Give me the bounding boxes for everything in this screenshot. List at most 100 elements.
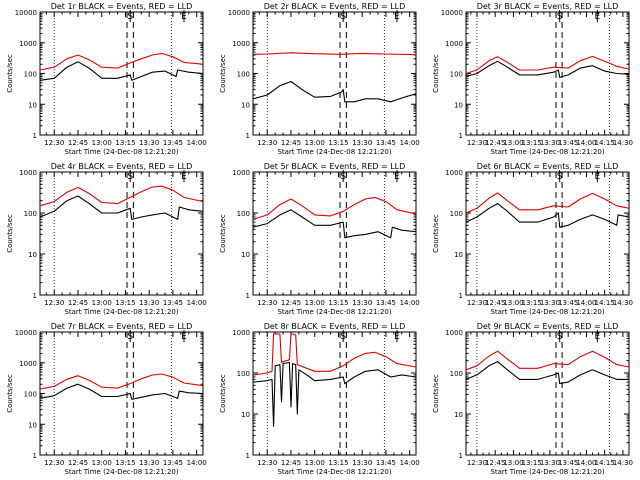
x-tick-label: 13:00 (503, 459, 523, 467)
series-line-lld (465, 350, 630, 371)
chart-title: Det 4r BLACK = Events, RED = LLD (51, 162, 193, 171)
x-tick-label: 13:15 (522, 299, 542, 307)
x-tick-label: 12:45 (68, 459, 88, 467)
series-line-events (252, 361, 417, 427)
x-tick-label: 12:30 (467, 459, 487, 467)
chart-title: Det 5r BLACK = Events, RED = LLD (264, 162, 406, 171)
x-tick-label: 13:30 (540, 459, 560, 467)
event-marker-e: E (394, 332, 400, 342)
event-marker-e: E (394, 172, 400, 182)
event-marker-s: S (557, 332, 563, 342)
x-tick-label: 12:30 (467, 299, 487, 307)
x-tick-label: 12:45 (68, 139, 88, 147)
series-line-events (465, 361, 629, 385)
x-tick-label: 14:00 (576, 459, 596, 467)
series-line-events (39, 61, 204, 81)
series-line-lld (252, 52, 417, 56)
chart-panel-7: Det 7r BLACK = Events, RED = LLD 1 10 100 10… (6, 322, 207, 476)
y-tick-label: 10 (454, 101, 463, 109)
y-tick-label: 1 (33, 292, 37, 300)
y-tick-label: 10 (241, 251, 250, 259)
event-marker-s: S (127, 12, 133, 22)
chart-title: Det 3r BLACK = Events, RED = LLD (477, 2, 619, 11)
y-tick-label: 1 (246, 452, 250, 460)
y-tick-label: 1000 (445, 40, 463, 48)
y-tick-label: 1000 (445, 329, 463, 337)
x-axis-label: Start Time (24-Dec-08 12:21:20) (277, 148, 391, 156)
y-axis-label: Counts/sec (432, 374, 440, 413)
event-marker-e: E (181, 172, 187, 182)
x-axis-label: Start Time (24-Dec-08 12:21:20) (64, 148, 178, 156)
x-tick-label: 12:45 (485, 299, 505, 307)
x-tick-label: 13:15 (522, 459, 542, 467)
y-tick-label: 1000 (232, 329, 250, 337)
x-tick-label: 12:30 (44, 459, 64, 467)
series-line-lld (252, 196, 417, 220)
x-tick-label: 13:15 (115, 139, 135, 147)
chart-title: Det 7r BLACK = Events, RED = LLD (51, 322, 193, 331)
y-axis-label: Counts/sec (6, 374, 14, 413)
x-tick-label: 13:30 (352, 139, 372, 147)
x-tick-label: 12:45 (281, 459, 301, 467)
y-axis-label: Counts/sec (6, 54, 14, 93)
plot-frame (465, 331, 630, 456)
y-axis-label: Counts/sec (219, 374, 227, 413)
y-tick-label: 10 (454, 251, 463, 259)
x-tick-label: 12:30 (467, 139, 487, 147)
series-line-events (39, 383, 204, 400)
x-tick-label: 14:00 (187, 139, 207, 147)
x-tick-label: 13:15 (328, 459, 348, 467)
x-tick-label: 14:00 (187, 459, 207, 467)
x-tick-label: 14:15 (595, 139, 615, 147)
event-marker-e: E (595, 12, 601, 22)
x-tick-label: 13:45 (163, 299, 183, 307)
x-axis-label: Start Time (24-Dec-08 12:21:20) (490, 148, 604, 156)
series-line-events (252, 80, 417, 103)
x-tick-label: 14:00 (187, 299, 207, 307)
x-tick-label: 13:45 (558, 459, 578, 467)
y-tick-label: 1 (33, 452, 37, 460)
plot-frame (39, 11, 204, 136)
chart-panel-4: Det 4r BLACK = Events, RED = LLD 1 10 100 10… (6, 162, 207, 316)
y-tick-label: 100 (450, 210, 463, 218)
event-marker-e: E (595, 332, 601, 342)
x-tick-label: 13:00 (305, 459, 325, 467)
y-tick-label: 1000 (19, 169, 37, 177)
x-tick-label: 13:45 (376, 459, 396, 467)
x-tick-label: 13:30 (139, 299, 159, 307)
y-tick-label: 100 (237, 370, 250, 378)
event-marker-e: E (181, 332, 187, 342)
x-tick-label: 13:00 (92, 299, 112, 307)
y-tick-label: 1 (459, 132, 463, 140)
series-line-lld (39, 373, 204, 390)
x-tick-label: 13:45 (163, 459, 183, 467)
event-marker-e: E (181, 12, 187, 22)
x-tick-label: 12:45 (485, 459, 505, 467)
y-tick-label: 10 (241, 101, 250, 109)
x-tick-label: 14:00 (576, 139, 596, 147)
x-tick-label: 13:30 (352, 299, 372, 307)
y-tick-label: 10 (28, 101, 37, 109)
y-tick-label: 1 (33, 132, 37, 140)
x-axis-label: Start Time (24-Dec-08 12:21:20) (490, 308, 604, 316)
y-tick-label: 1000 (19, 360, 37, 368)
y-tick-label: 100 (237, 210, 250, 218)
y-tick-label: 1000 (232, 40, 250, 48)
x-tick-label: 12:30 (44, 299, 64, 307)
plot-frame (465, 171, 630, 296)
x-tick-label: 13:00 (503, 299, 523, 307)
x-tick-label: 12:30 (257, 459, 277, 467)
event-marker-s: S (340, 332, 346, 342)
chart-title: Det 2r BLACK = Events, RED = LLD (264, 2, 406, 11)
x-tick-label: 13:00 (305, 299, 325, 307)
x-tick-label: 13:45 (376, 139, 396, 147)
x-axis-label: Start Time (24-Dec-08 12:21:20) (490, 468, 604, 476)
series-line-events (465, 203, 630, 228)
x-tick-label: 14:30 (613, 299, 633, 307)
plot-frame (252, 11, 417, 136)
x-tick-label: 13:30 (540, 139, 560, 147)
x-tick-label: 13:15 (328, 139, 348, 147)
event-marker-s: S (340, 12, 346, 22)
event-marker-s: S (340, 172, 346, 182)
